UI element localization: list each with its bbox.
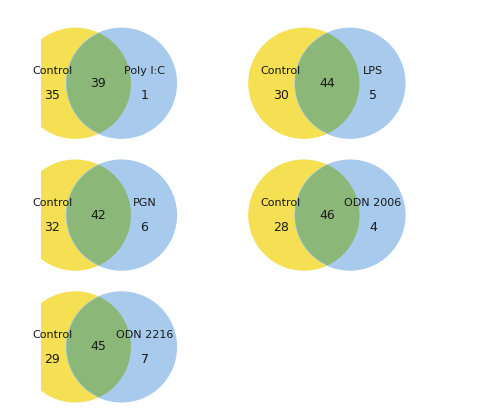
Text: 42: 42 <box>90 208 106 221</box>
Circle shape <box>249 160 359 270</box>
Text: 32: 32 <box>44 221 60 234</box>
Text: Control: Control <box>260 66 301 76</box>
Circle shape <box>66 28 176 138</box>
Text: 4: 4 <box>369 221 377 234</box>
Text: ODN 2006: ODN 2006 <box>344 198 402 208</box>
Text: Control: Control <box>260 198 301 208</box>
Circle shape <box>295 160 405 270</box>
Circle shape <box>295 28 405 138</box>
Circle shape <box>20 160 130 270</box>
Text: 35: 35 <box>44 89 60 102</box>
Text: LPS: LPS <box>363 66 383 76</box>
Circle shape <box>66 160 176 270</box>
Circle shape <box>20 28 130 138</box>
Text: Control: Control <box>32 330 72 340</box>
Circle shape <box>20 160 130 270</box>
Text: ODN 2216: ODN 2216 <box>116 330 173 340</box>
Circle shape <box>20 28 130 138</box>
Text: 29: 29 <box>44 352 60 366</box>
Text: 7: 7 <box>140 352 148 366</box>
Text: PGN: PGN <box>132 198 156 208</box>
Text: 46: 46 <box>319 208 335 221</box>
Circle shape <box>249 160 359 270</box>
Text: 5: 5 <box>369 89 377 102</box>
Text: 45: 45 <box>90 340 106 354</box>
Circle shape <box>20 292 130 402</box>
Text: 28: 28 <box>273 221 288 234</box>
Text: Poly I:C: Poly I:C <box>124 66 165 76</box>
Text: 1: 1 <box>140 89 148 102</box>
Text: Control: Control <box>32 198 72 208</box>
Text: Control: Control <box>32 66 72 76</box>
Text: 39: 39 <box>90 77 106 90</box>
Circle shape <box>20 292 130 402</box>
Text: 44: 44 <box>319 77 335 90</box>
Circle shape <box>249 28 359 138</box>
Circle shape <box>249 28 359 138</box>
Text: 30: 30 <box>273 89 288 102</box>
Circle shape <box>66 292 176 402</box>
Text: 6: 6 <box>140 221 148 234</box>
